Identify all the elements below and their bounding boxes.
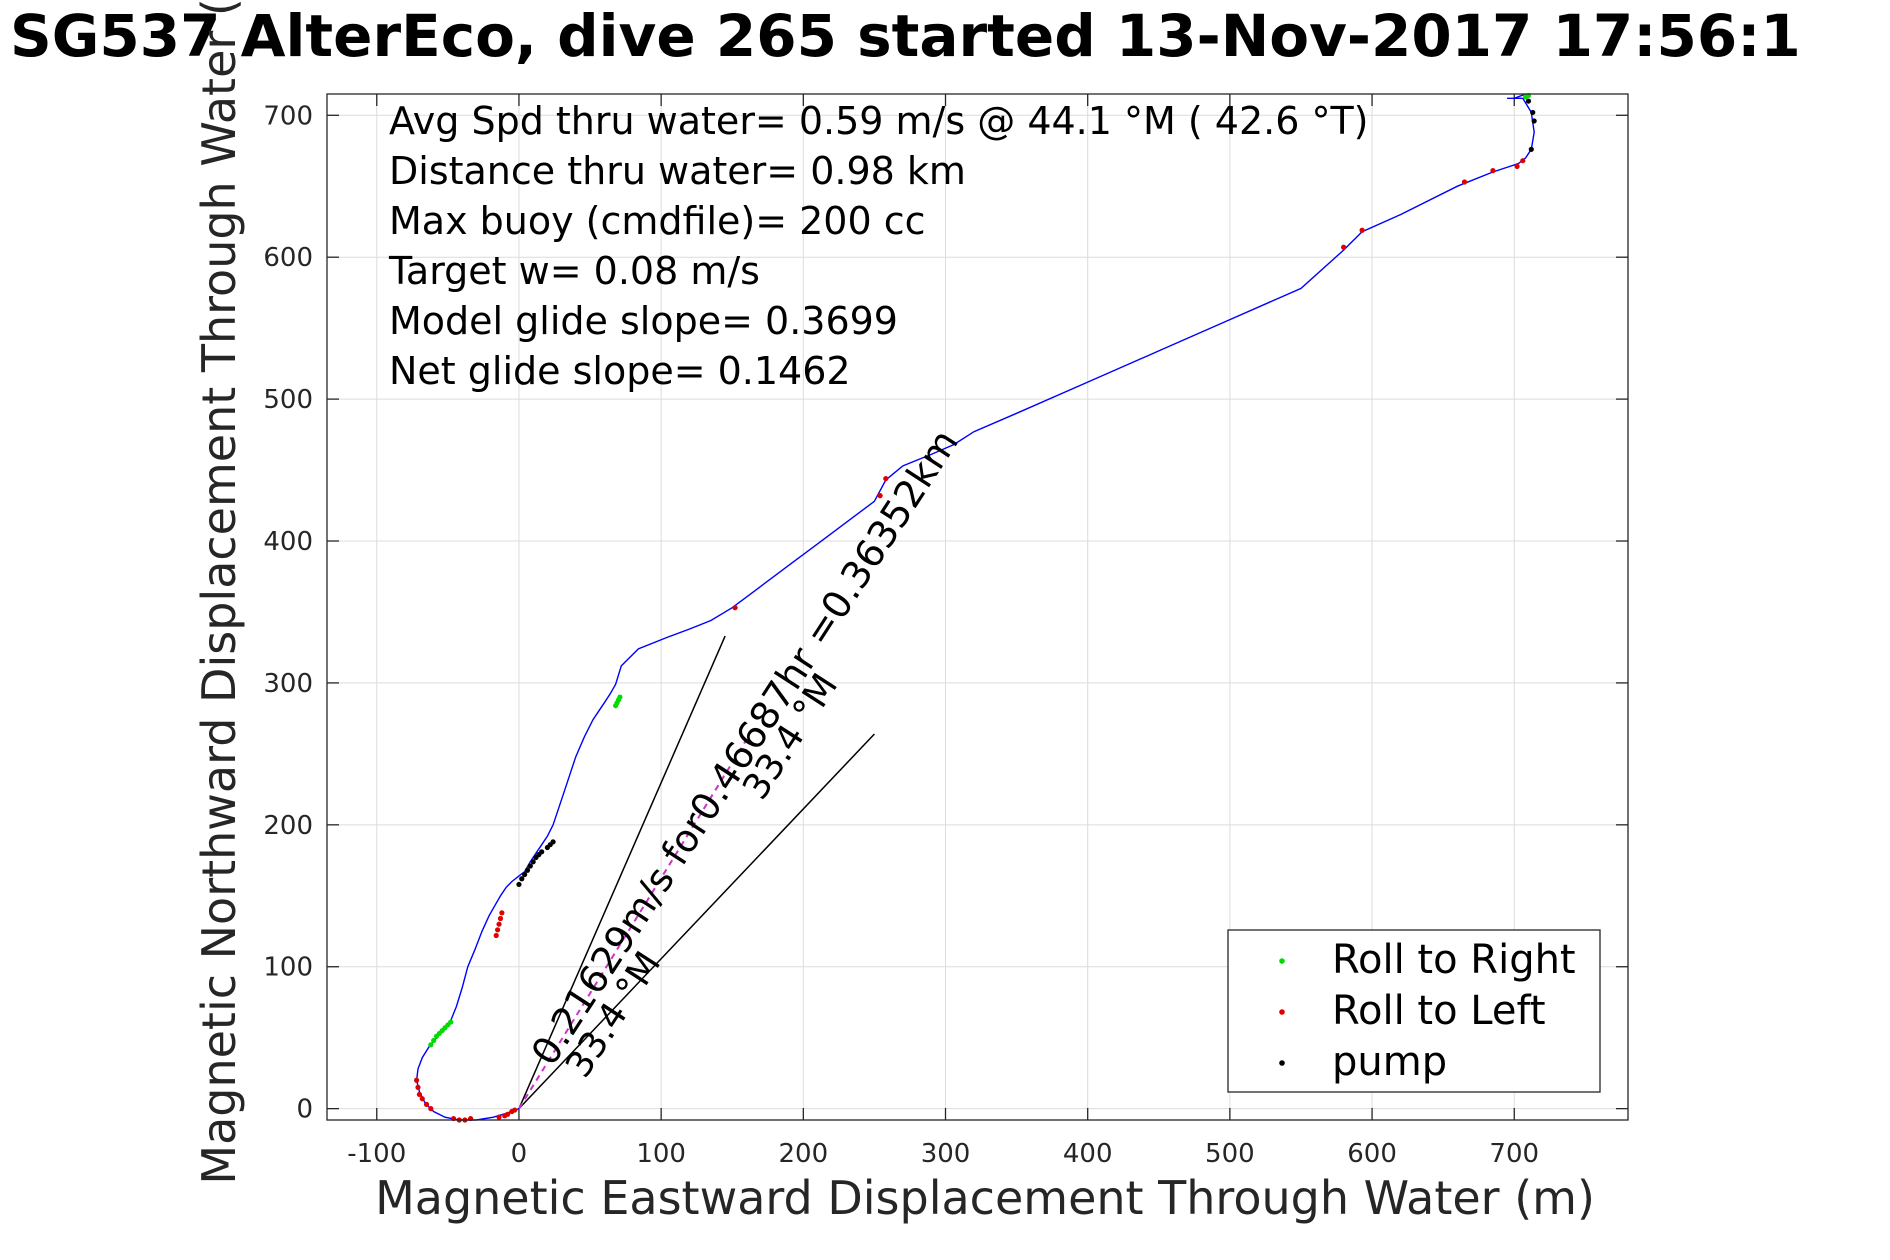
roll-left-point xyxy=(499,910,505,916)
ticks: -100 0 100 200 300 400 500 600 700 0 100 200 300 400 5… xyxy=(263,94,1628,1169)
stat-distance: Distance thru water= 0.98 km xyxy=(389,149,966,193)
legend-box xyxy=(1227,929,1601,1093)
roll-left-point xyxy=(1520,158,1526,164)
x-axis-label: Magnetic Eastward Displacement Through W… xyxy=(375,1171,1595,1225)
y-tick-label: 600 xyxy=(263,243,313,273)
pump-point xyxy=(550,839,556,845)
x-tick-label: 500 xyxy=(1205,1139,1255,1169)
pump-point xyxy=(527,863,533,869)
legend-label-pump: pump xyxy=(1332,1039,1447,1085)
current-vector-line xyxy=(518,733,875,1110)
current-vector-line xyxy=(518,635,726,1109)
pump-point xyxy=(530,859,536,865)
roll-left-point xyxy=(1461,179,1468,185)
legend-marker-pump xyxy=(1279,1060,1285,1066)
roll-left-point xyxy=(419,1096,425,1102)
y-tick-label: 300 xyxy=(263,669,313,699)
axes-frame xyxy=(326,93,1629,1121)
roll-left-point xyxy=(415,1084,421,1090)
roll-left-point xyxy=(1514,163,1520,169)
pump-point xyxy=(519,876,525,882)
x-tick-label: 100 xyxy=(636,1139,686,1169)
pump-point xyxy=(1531,118,1537,124)
roll-left-point xyxy=(1359,227,1365,233)
roll-left-point xyxy=(877,493,883,499)
pump-point xyxy=(1525,98,1532,104)
legend-marker-right xyxy=(1279,958,1285,964)
roll-right-point xyxy=(431,1037,437,1044)
stat-max-buoy: Max buoy (cmdfile)= 200 cc xyxy=(389,199,926,243)
roll-left-point xyxy=(504,1111,511,1117)
x-tick-label: -100 xyxy=(347,1139,406,1169)
stat-model-glide: Model glide slope= 0.3699 xyxy=(389,299,898,343)
roll-right-point xyxy=(617,694,623,700)
pump-point xyxy=(516,881,522,888)
roll-right-point xyxy=(428,1042,434,1048)
y-tick-label: 500 xyxy=(263,385,313,415)
legend-label-right: Roll to Right xyxy=(1332,937,1576,983)
stat-target-w: Target w= 0.08 m/s xyxy=(388,249,760,293)
y-tick-label: 700 xyxy=(263,101,313,131)
roll-left-point xyxy=(1490,168,1496,174)
x-tick-label: 700 xyxy=(1489,1139,1539,1169)
x-tick-label: 400 xyxy=(1063,1139,1113,1169)
roll-left-point xyxy=(512,1107,518,1113)
stat-avg-speed: Avg Spd thru water= 0.59 m/s @ 44.1 °M (… xyxy=(389,99,1369,143)
roll-left-point xyxy=(497,915,504,922)
stats-block: Avg Spd thru water= 0.59 m/s @ 44.1 °M (… xyxy=(388,99,1369,393)
pump-point xyxy=(1528,146,1534,152)
y-tick-label: 0 xyxy=(296,1095,313,1125)
roll-left-point xyxy=(495,927,501,933)
x-tick-label: 300 xyxy=(921,1139,971,1169)
plot-area xyxy=(413,92,1537,1123)
x-tick-label: 600 xyxy=(1347,1139,1397,1169)
roll-left-point xyxy=(496,1114,502,1120)
y-tick-label: 200 xyxy=(263,811,313,841)
y-axis-label: Magnetic Northward Displacement Through … xyxy=(192,0,246,1185)
roll-right-point xyxy=(448,1019,454,1025)
pump-point xyxy=(524,867,531,873)
roll-left-point xyxy=(416,1091,423,1098)
roll-left-point xyxy=(423,1101,430,1107)
stat-net-glide: Net glide slope= 0.1462 xyxy=(389,349,851,393)
legend-label-left: Roll to Left xyxy=(1332,988,1546,1034)
chart-title: SG537 AlterEco, dive 265 started 13-Nov-… xyxy=(10,2,1801,70)
x-tick-label: 0 xyxy=(511,1139,528,1169)
pump-point xyxy=(1530,109,1536,116)
legend: Roll to Right Roll to Left pump xyxy=(1227,929,1601,1093)
roll-left-point xyxy=(496,921,502,927)
pump-point xyxy=(522,871,528,878)
legend-marker-left xyxy=(1279,1009,1285,1015)
y-tick-label: 100 xyxy=(263,953,313,983)
roll-left-point xyxy=(413,1077,420,1083)
roll-left-point xyxy=(732,605,738,611)
roll-left-point xyxy=(883,475,889,482)
pump-point xyxy=(539,849,545,855)
roll-left-point xyxy=(1341,244,1347,250)
x-tick-label: 200 xyxy=(779,1139,829,1169)
roll-left-point xyxy=(493,932,499,939)
roll-left-point xyxy=(428,1106,434,1112)
y-tick-label: 400 xyxy=(263,527,313,557)
